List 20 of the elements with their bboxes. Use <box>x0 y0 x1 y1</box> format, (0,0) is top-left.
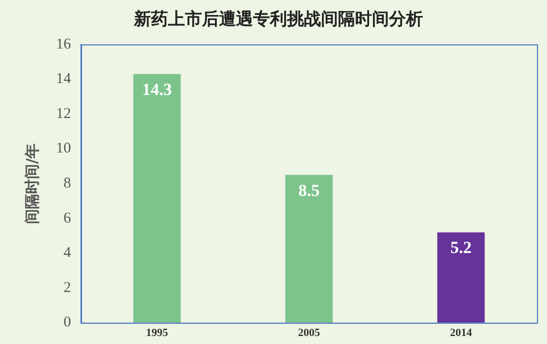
data-label: 5.2 <box>450 238 472 258</box>
data-label: 8.5 <box>298 180 320 200</box>
y-tick-label: 14 <box>56 71 72 88</box>
y-tick-label: 0 <box>64 314 71 331</box>
y-tick-label: 10 <box>56 140 71 157</box>
x-tick-label: 2005 <box>298 327 320 340</box>
chart-title: 新药上市后遭遇专利挑战间隔时间分析 <box>133 10 423 30</box>
x-tick-label: 1995 <box>146 327 168 340</box>
bar <box>285 174 333 323</box>
y-tick-label: 6 <box>64 210 72 226</box>
y-tick-label: 2 <box>64 280 71 296</box>
y-tick-label: 16 <box>56 36 72 52</box>
x-tick-label: 2014 <box>450 327 472 340</box>
bar <box>133 74 181 323</box>
y-tick-label: 8 <box>64 176 71 192</box>
y-axis-title: 间隔时间/年 <box>22 143 41 224</box>
bar <box>437 232 485 323</box>
data-label: 14.3 <box>142 80 172 99</box>
y-tick-label: 4 <box>64 245 72 262</box>
y-tick-label: 12 <box>56 106 71 122</box>
